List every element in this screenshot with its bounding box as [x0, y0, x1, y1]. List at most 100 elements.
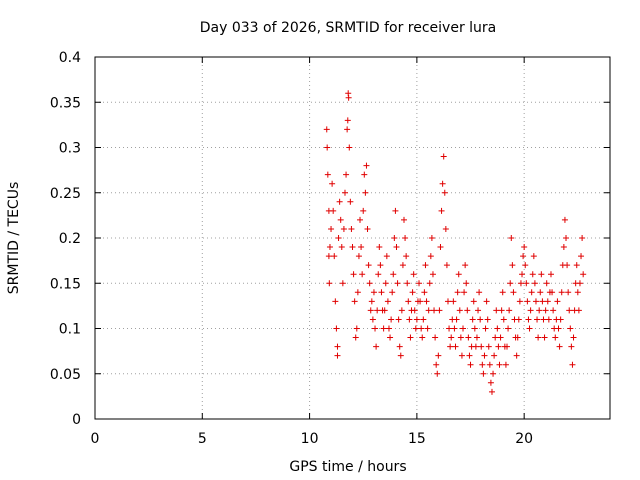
data-point — [373, 343, 380, 350]
data-point — [453, 316, 460, 323]
data-point — [580, 271, 587, 278]
data-point — [473, 334, 480, 341]
y-tick-label: 0.3 — [59, 141, 81, 157]
data-point — [355, 253, 362, 260]
data-point — [527, 307, 534, 314]
data-point — [484, 316, 491, 323]
data-point — [493, 307, 500, 314]
data-point — [570, 334, 577, 341]
data-point — [454, 289, 461, 296]
data-point — [427, 253, 434, 260]
data-point — [531, 280, 538, 287]
data-point — [509, 262, 516, 269]
data-point — [420, 316, 427, 323]
data-point — [487, 379, 494, 386]
data-point — [357, 216, 364, 223]
data-point — [359, 271, 366, 278]
data-point — [338, 244, 345, 251]
data-point — [494, 325, 501, 332]
data-point — [362, 189, 369, 196]
data-point — [561, 216, 568, 223]
plot-frame — [94, 56, 611, 420]
data-point — [461, 289, 468, 296]
data-point — [416, 280, 423, 287]
x-tick-label: 15 — [408, 431, 426, 447]
data-point — [422, 262, 429, 269]
y-tick-label: 0.4 — [59, 50, 81, 66]
data-point — [496, 361, 503, 368]
data-point — [344, 117, 351, 124]
data-point — [547, 271, 554, 278]
data-point — [451, 325, 458, 332]
y-tick-label: 0.25 — [50, 186, 81, 202]
data-point — [514, 334, 521, 341]
data-point — [525, 316, 532, 323]
data-point — [438, 207, 445, 214]
data-point — [465, 334, 472, 341]
data-point — [457, 334, 464, 341]
data-point — [549, 289, 556, 296]
data-point — [477, 316, 484, 323]
data-point — [513, 352, 520, 359]
data-point — [335, 235, 342, 241]
data-point — [578, 253, 585, 260]
data-point — [499, 289, 506, 296]
data-point — [374, 307, 381, 314]
data-point — [433, 361, 440, 368]
data-point — [463, 280, 470, 287]
data-point — [363, 162, 370, 169]
data-point — [470, 298, 477, 305]
data-point — [419, 334, 426, 341]
data-point — [568, 343, 575, 350]
data-point — [367, 307, 374, 314]
data-point — [412, 325, 419, 332]
data-point — [442, 225, 449, 232]
data-point — [552, 334, 559, 341]
data-point — [368, 298, 375, 305]
y-axis-title: SRMTID / TECUs — [6, 182, 22, 295]
data-point — [349, 244, 356, 251]
data-point — [456, 307, 463, 314]
data-point — [434, 370, 441, 377]
data-point — [417, 298, 424, 305]
data-point — [370, 289, 377, 296]
data-point — [539, 298, 546, 305]
data-point — [413, 316, 420, 323]
data-point — [394, 280, 401, 287]
data-point — [425, 307, 432, 314]
data-point — [458, 352, 465, 359]
data-point — [502, 361, 509, 368]
data-point — [507, 280, 514, 287]
data-point — [366, 280, 373, 287]
data-point — [384, 298, 391, 305]
data-point — [579, 235, 586, 241]
data-point — [506, 307, 513, 314]
data-point — [421, 289, 428, 296]
data-point — [441, 189, 448, 196]
data-point — [372, 325, 379, 332]
data-point — [330, 207, 337, 214]
data-point — [358, 244, 365, 251]
data-point — [469, 316, 476, 323]
data-point — [515, 316, 522, 323]
data-point — [328, 225, 335, 232]
data-point — [339, 280, 346, 287]
data-point — [410, 271, 417, 278]
y-tick-label: 0.2 — [59, 231, 81, 247]
data-point — [530, 253, 537, 260]
data-point — [381, 307, 388, 314]
data-point — [439, 180, 446, 187]
data-point — [404, 280, 411, 287]
data-point — [520, 253, 527, 260]
data-point — [557, 316, 564, 323]
data-point — [361, 171, 368, 178]
data-point — [455, 271, 462, 278]
data-point — [555, 325, 562, 332]
data-point — [471, 325, 478, 332]
y-tick-label: 0.15 — [50, 276, 81, 292]
data-point — [462, 262, 469, 269]
data-point — [565, 289, 572, 296]
data-point — [573, 262, 580, 269]
data-point — [464, 307, 471, 314]
